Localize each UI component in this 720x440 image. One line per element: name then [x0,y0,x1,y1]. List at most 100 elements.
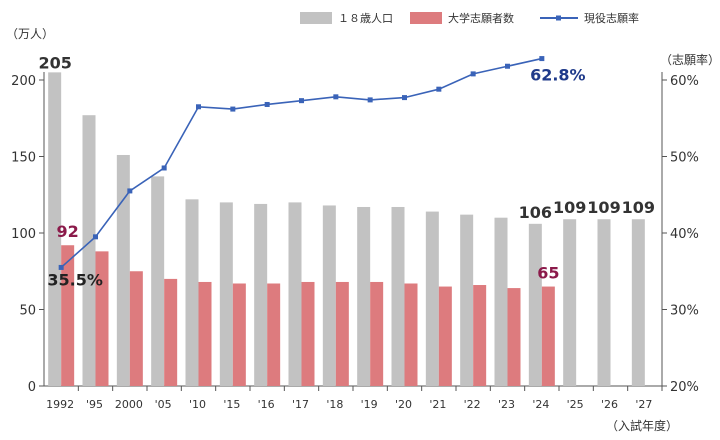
population-bar [357,206,371,386]
rate-line-group [58,56,545,270]
data-label: 106 [519,203,552,222]
right-axis-tick-label: 30% [670,304,699,319]
applicant-bar [267,283,281,386]
legend-swatch-rate-marker [556,15,561,21]
x-axis-tick-label: '25 [567,398,584,411]
applicant-bar [404,283,418,386]
population-bar [254,203,268,386]
population-bar [563,219,577,386]
left-axis-tick-label: 0 [28,380,36,395]
applicant-bar [541,286,555,386]
population-bar [185,199,199,386]
population-bar [494,217,508,386]
applicant-bar [164,278,178,386]
data-label: 109 [622,198,655,217]
rate-point [127,188,133,194]
bars [48,72,645,386]
applicant-bar [232,283,246,386]
x-axis-tick-label: 2000 [115,398,143,411]
applicant-bar [507,288,521,386]
applicant-bar [61,245,75,386]
population-bar [288,202,302,386]
rate-point [264,101,270,107]
x-axis-note: （入試年度） [606,418,678,433]
x-axis-tick-label: '16 [258,398,275,411]
x-axis-tick-label: 1992 [46,398,74,411]
left-axis-tick-label: 50 [19,304,36,319]
rate-point [196,104,201,110]
right-axis-tick-label: 40% [670,227,699,242]
legend-label-population: １８歳人口 [338,12,393,25]
applicant-bar [198,281,212,386]
rate-point [93,234,98,240]
rate-point [333,94,339,100]
data-label: 109 [587,198,620,217]
data-label: 109 [553,198,586,217]
population-bar [597,219,611,386]
x-axis-tick-label: '21 [429,398,446,411]
left-axis-tick-label: 100 [11,227,36,242]
data-label: 62.8% [530,66,586,85]
legend-swatch-population [300,12,332,24]
data-label: 35.5% [47,270,103,289]
x-axis-tick-label: '22 [464,398,481,411]
x-axis-tick-label: '10 [189,398,206,411]
applicant-bar [129,271,143,386]
right-axis-tick-label: 20% [670,380,699,395]
x-axis-tick-label: '19 [361,398,378,411]
x-axis-tick-label: '23 [498,398,515,411]
x-axis-tick-label: '27 [635,398,652,411]
applicant-bar [335,281,349,386]
left-axis-tick-label: 200 [11,74,36,89]
population-bar [528,223,542,386]
x-axis-tick-label: '20 [395,398,412,411]
population-bar [82,115,96,386]
data-label: 92 [57,222,79,241]
rate-point [470,71,476,77]
x-axis-tick-label: '95 [86,398,103,411]
applicant-bar [95,251,109,386]
rate-point [367,97,373,103]
left-axis-tick-label: 150 [11,151,36,166]
legend-label-applicants: 大学志願者数 [448,11,514,25]
right-axis-unit: （志願率） [660,52,720,67]
legend-swatch-applicants [410,12,442,24]
applicant-bar [370,281,384,386]
population-bar [391,206,405,386]
population-bar [116,154,130,386]
rate-point [402,95,407,101]
applicant-bar [301,281,315,386]
population-bar [219,202,233,386]
population-bar [322,205,336,386]
x-axis-tick-label: '26 [601,398,618,411]
applicant-bar [473,285,487,386]
data-label: 205 [38,53,71,72]
rate-point [58,264,64,270]
rate-point [230,106,236,112]
x-axis-tick-label: '18 [326,398,343,411]
population-bar [425,211,439,386]
applicant-bar [438,286,452,386]
rate-point [436,86,442,92]
legend: １８歳人口 大学志願者数 現役志願率 [300,11,639,25]
population-bar [631,219,645,386]
x-axis-tick-label: '15 [223,398,240,411]
x-axis-tick-label: '17 [292,398,309,411]
population-bar [151,176,165,386]
data-label: 65 [537,264,559,283]
rate-point [539,56,545,62]
x-axis-tick-label: '05 [155,398,172,411]
left-axis-unit: （万人） [6,27,54,41]
legend-label-rate: 現役志願率 [584,11,639,25]
x-axis-tick-label: '24 [532,398,549,411]
population-bar [48,72,62,386]
rate-point [161,165,167,171]
axes: 0 50 100 150 200 20% 30% 40% 50% 60% 1992 '95 2000 '0… [11,72,699,411]
right-axis-tick-label: 50% [670,151,699,166]
rate-point [505,63,510,69]
right-axis-tick-label: 60% [670,74,699,89]
rate-point [299,98,304,104]
population-bar [460,214,474,386]
